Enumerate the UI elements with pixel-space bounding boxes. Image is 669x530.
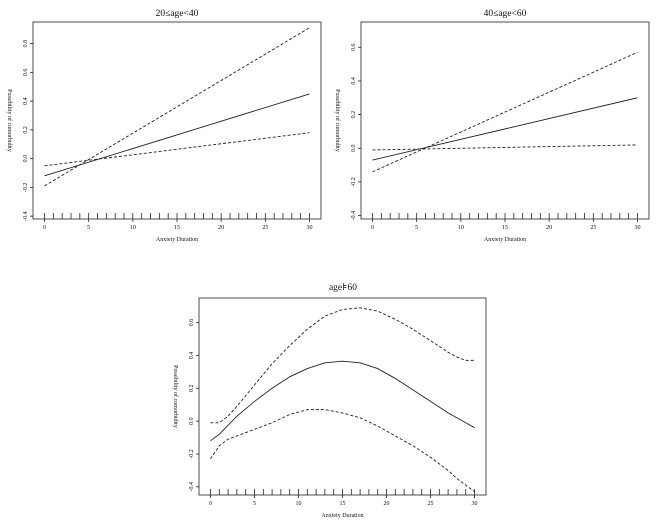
fitted-line <box>372 97 638 161</box>
fitted-line <box>210 360 475 442</box>
y-tick-label: -0.4 <box>23 211 29 221</box>
y-tick-label: 0.0 <box>189 417 195 425</box>
x-tick-label: 0 <box>371 225 374 231</box>
x-axis-label: Anxiety Duration <box>156 237 198 243</box>
confidence-band-line <box>44 27 310 187</box>
x-tick-label: 20 <box>218 225 224 231</box>
x-tick-label: 20 <box>546 225 552 231</box>
y-tick-label: 0.6 <box>23 69 29 77</box>
y-axis-label: Possibility of comorbidity <box>6 89 13 152</box>
y-tick-label: 0.2 <box>23 126 29 134</box>
y-tick-label: -0.2 <box>23 183 29 193</box>
confidence-band-line <box>44 132 310 167</box>
x-tick-label: 20 <box>384 501 390 507</box>
x-tick-label: 15 <box>502 225 508 231</box>
x-tick-label: 30 <box>306 225 312 231</box>
y-tick-label: 0.6 <box>351 44 357 52</box>
y-tick-label: 0.2 <box>351 111 357 119</box>
y-tick-label: -0.2 <box>189 449 195 459</box>
plot-frame <box>360 21 650 220</box>
confidence-band-line <box>372 144 638 151</box>
chart-panel-1: 20≤age<40 0 5 10 15 20 25 30 -0.4 -0.2 0.0 0.2 0.4 0.… <box>6 9 322 243</box>
x-tick-label: 25 <box>262 225 268 231</box>
x-tick-label: 30 <box>472 501 478 507</box>
chart-title: age⊧60 <box>329 283 357 293</box>
x-tick-label: 0 <box>209 501 212 507</box>
x-tick-label: 15 <box>340 501 346 507</box>
x-tick-label: 0 <box>43 225 46 231</box>
x-tick-label: 5 <box>415 225 418 231</box>
x-tick-label: 25 <box>428 501 434 507</box>
chart-title: 40≤age<60 <box>484 9 527 19</box>
plot-frame <box>198 297 487 496</box>
plot-frame <box>32 21 322 220</box>
y-tick-label: 0.0 <box>23 155 29 163</box>
y-tick-label: -0.4 <box>189 482 195 492</box>
fitted-line <box>44 93 310 177</box>
y-axis-label: Possibility of comorbidity <box>172 365 179 428</box>
y-tick-label: 0.4 <box>189 352 195 360</box>
x-tick-label: 5 <box>253 501 256 507</box>
y-tick-label: 0.4 <box>23 97 29 105</box>
x-tick-label: 5 <box>87 225 90 231</box>
y-axis-label: Possibility of comorbidity <box>334 89 341 152</box>
y-tick-label: 0.0 <box>351 145 357 153</box>
chart-panel-2: 40≤age<60 0 5 10 15 20 25 30 -0.4 -0.2 0.0 0.2 0.4 0.… <box>334 9 650 243</box>
x-axis-label: Anxiety Duration <box>321 513 363 519</box>
y-tick-label: 0.6 <box>189 319 195 327</box>
x-tick-label: 10 <box>295 501 301 507</box>
y-tick-label: 0.4 <box>351 77 357 85</box>
y-tick-label: 0.2 <box>189 385 195 393</box>
confidence-band-line <box>210 307 475 424</box>
y-tick-label: -0.4 <box>351 211 357 221</box>
y-tick-label: -0.2 <box>351 177 357 187</box>
chart-title: 20≤age<40 <box>156 9 199 19</box>
confidence-band-line <box>372 51 638 173</box>
confidence-band-line <box>210 409 475 493</box>
x-axis-label: Anxiety Duration <box>484 237 526 243</box>
chart-panel-3: age⊧60 0 5 10 15 20 25 30 -0.4 -0.2 0.0 0.2 0.4 0.6 An… <box>172 283 487 519</box>
x-tick-label: 10 <box>458 225 464 231</box>
x-tick-label: 10 <box>130 225 136 231</box>
x-tick-label: 15 <box>174 225 180 231</box>
y-tick-label: 0.8 <box>23 40 29 48</box>
x-tick-label: 25 <box>590 225 596 231</box>
x-tick-label: 30 <box>634 225 640 231</box>
